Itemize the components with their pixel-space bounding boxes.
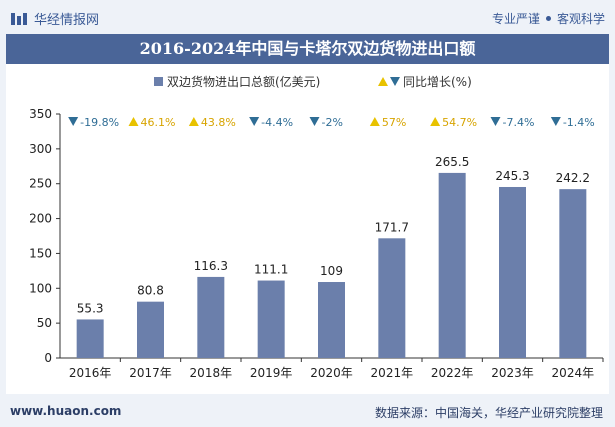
growth-down-triangle-icon [490, 117, 501, 126]
growth-label: -1.4% [563, 116, 595, 129]
y-tick-label: 200 [29, 212, 52, 226]
growth-label: -19.8% [80, 116, 119, 129]
growth-label: 46.1% [141, 116, 176, 129]
y-tick-label: 300 [29, 142, 52, 156]
growth-label: 43.8% [201, 116, 236, 129]
y-tick-label: 0 [44, 351, 52, 365]
growth-down-triangle-icon [68, 117, 79, 126]
legend-bar-label: 双边货物进出口总额(亿美元) [167, 74, 320, 89]
bar-value-label: 109 [320, 264, 343, 278]
tagline: 专业严谨 客观科学 [492, 10, 605, 27]
bar-value-label: 242.2 [556, 171, 590, 185]
growth-label: -2% [322, 116, 343, 129]
growth-down-triangle-icon [550, 117, 561, 126]
brand: 华经情报网 [10, 9, 99, 28]
bar [559, 189, 587, 358]
footer: www.huaon.com 数据来源：中国海关，华经产业研究院整理 [0, 396, 615, 427]
x-tick-label: 2017年 [129, 366, 172, 380]
growth-label: 54.7% [442, 116, 477, 129]
bar-chart: 双边货物进出口总额(亿美元) 同比增长(%) 0 50 100 150 200 250 300 3… [29, 74, 604, 380]
bar [137, 301, 164, 358]
growth-down-triangle-icon [249, 117, 260, 126]
legend-bar-swatch [154, 77, 163, 86]
logo-icon [11, 12, 27, 25]
bar-value-label: 55.3 [77, 301, 104, 315]
brand-name: 华经情报网 [34, 13, 100, 28]
legend-growth-label: 同比增长(%) [403, 75, 472, 89]
x-tick-label: 2023年 [491, 366, 534, 380]
growth-label: -7.4% [503, 116, 535, 129]
bar [318, 282, 345, 358]
tagline-left: 专业严谨 [491, 12, 540, 26]
bar [378, 238, 406, 358]
growth-up-triangle-icon [430, 117, 441, 126]
y-tick-label: 50 [37, 316, 52, 330]
footer-source: 数据来源：中国海关，华经产业研究院整理 [374, 406, 603, 420]
x-tick-label: 2019年 [250, 366, 293, 380]
chart-panel: 双边货物进出口总额(亿美元) 同比增长(%) 0 50 100 150 200 250 300 3… [6, 64, 609, 394]
x-tick-label: 2018年 [190, 366, 233, 380]
bar [438, 172, 466, 358]
legend-down-triangle-icon [390, 77, 400, 86]
growth-up-triangle-icon [128, 117, 139, 126]
x-tick-label: 2024年 [552, 366, 595, 380]
y-tick-label: 250 [29, 177, 52, 191]
growth-up-triangle-icon [369, 117, 380, 126]
bar-value-label: 245.3 [495, 169, 529, 183]
growth-label: -4.4% [261, 116, 293, 129]
top-bar: 华经情报网 专业严谨 客观科学 [0, 0, 615, 34]
bar-value-label: 171.7 [375, 220, 409, 234]
bar-value-label: 116.3 [194, 259, 228, 273]
bar-value-label: 80.8 [137, 284, 164, 298]
bar [76, 319, 104, 358]
chart-title: 2016-2024年中国与卡塔尔双边货物进出口额 [6, 34, 609, 64]
y-tick-label: 100 [29, 281, 52, 295]
x-tick-label: 2021年 [371, 366, 414, 380]
x-tick-label: 2022年 [431, 366, 474, 380]
growth-label: 57% [382, 116, 406, 129]
bar [257, 280, 285, 358]
growth-up-triangle-icon [188, 117, 199, 126]
growth-down-triangle-icon [309, 117, 320, 126]
bar [499, 186, 526, 358]
x-tick-label: 2020年 [310, 366, 353, 380]
tagline-right: 客观科学 [556, 12, 605, 26]
separator-dot-icon [545, 16, 551, 21]
legend-up-triangle-icon [378, 77, 388, 86]
footer-website: www.huaon.com [10, 404, 122, 418]
bar [197, 276, 225, 358]
bar-value-label: 111.1 [254, 263, 288, 277]
bar-value-label: 265.5 [435, 155, 469, 169]
y-tick-label: 350 [29, 107, 52, 121]
y-tick-label: 150 [29, 246, 52, 260]
x-tick-label: 2016年 [69, 366, 112, 380]
